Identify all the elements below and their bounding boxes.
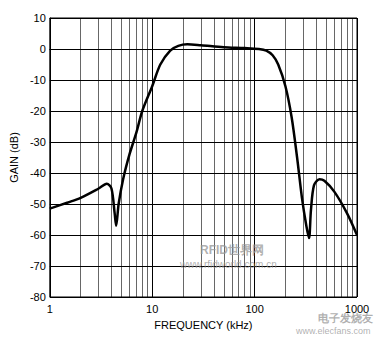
svg-text:电子发烧友: 电子发烧友 xyxy=(318,312,373,324)
svg-text:-10: -10 xyxy=(30,74,46,86)
svg-text:-40: -40 xyxy=(30,167,46,179)
svg-text:www.rfidworld.com.cn: www.rfidworld.com.cn xyxy=(179,259,277,270)
svg-text:RFID世界网: RFID世界网 xyxy=(200,243,264,257)
svg-text:10: 10 xyxy=(146,303,158,315)
svg-text:-30: -30 xyxy=(30,136,46,148)
svg-text:GAIN (dB): GAIN (dB) xyxy=(8,132,20,183)
svg-text:-20: -20 xyxy=(30,105,46,117)
svg-text:10: 10 xyxy=(34,12,46,24)
svg-text:-80: -80 xyxy=(30,291,46,303)
svg-text:www.elecfans.com: www.elecfans.com xyxy=(295,326,371,336)
svg-text:100: 100 xyxy=(245,303,263,315)
svg-text:-60: -60 xyxy=(30,229,46,241)
svg-text:0: 0 xyxy=(40,43,46,55)
svg-text:1000: 1000 xyxy=(344,302,370,315)
svg-text:1: 1 xyxy=(47,303,53,315)
svg-text:FREQUENCY (kHz): FREQUENCY (kHz) xyxy=(154,319,252,331)
svg-text:-70: -70 xyxy=(30,260,46,272)
svg-text:-50: -50 xyxy=(30,198,46,210)
